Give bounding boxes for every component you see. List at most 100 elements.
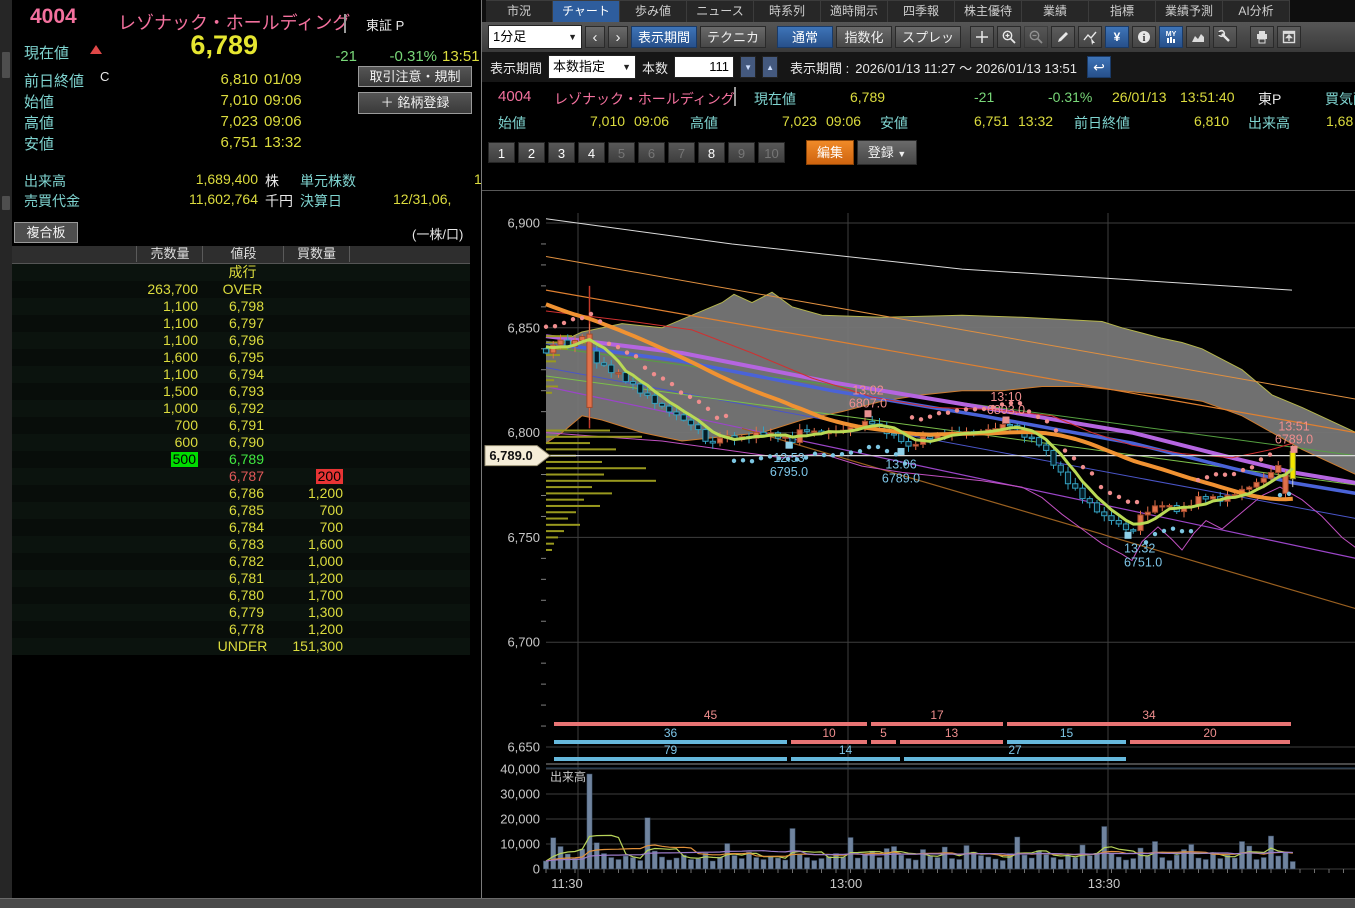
- display-period-button[interactable]: 表示期間: [631, 26, 697, 48]
- sell-qty-cell: 500: [72, 451, 198, 468]
- svg-text:6789.0: 6789.0: [1275, 432, 1313, 446]
- board-row[interactable]: 1,0006,792: [12, 400, 470, 417]
- tab-AI分析[interactable]: AI分析: [1223, 0, 1290, 22]
- period-mode-select[interactable]: 本数指定▼: [548, 55, 636, 79]
- sell-qty-cell: 600: [72, 434, 198, 451]
- tab-市況[interactable]: 市況: [486, 0, 553, 22]
- chart-page-10: 10: [758, 142, 785, 163]
- svg-text:6,900: 6,900: [507, 216, 540, 231]
- chart-page-2[interactable]: 2: [518, 142, 545, 163]
- my-chart-icon-button[interactable]: MY: [1159, 26, 1183, 48]
- area-chart-icon-button[interactable]: [1186, 26, 1210, 48]
- high-price: 7,023: [152, 113, 258, 130]
- open-time: 09:06: [264, 92, 302, 109]
- tab-適時開示[interactable]: 適時開示: [821, 0, 888, 22]
- board-row[interactable]: 6,7781,200: [12, 621, 470, 638]
- board-row[interactable]: 1,6006,795: [12, 349, 470, 366]
- bar-count-input[interactable]: 111: [674, 56, 734, 78]
- sell-qty-cell: 1,100: [72, 315, 198, 332]
- price-cell: 6,780: [202, 587, 264, 604]
- svg-text:6789.0: 6789.0: [882, 471, 920, 485]
- chart-page-8[interactable]: 8: [698, 142, 725, 163]
- board-row[interactable]: 6,7811,200: [12, 570, 470, 587]
- quote-low-time: 13:32: [1018, 113, 1053, 129]
- board-row[interactable]: 6,785700: [12, 502, 470, 519]
- indexed-button[interactable]: 指数化: [836, 26, 892, 48]
- sell-qty-cell: 1,000: [72, 400, 198, 417]
- sell-qty-cell: 1,100: [72, 332, 198, 349]
- board-row[interactable]: 6,7821,000: [12, 553, 470, 570]
- spread-button[interactable]: スプレッド: [895, 26, 961, 48]
- tab-チャート[interactable]: チャート: [553, 0, 620, 22]
- info-icon-button[interactable]: i: [1132, 26, 1156, 48]
- tab-株主優待[interactable]: 株主優待: [955, 0, 1022, 22]
- yen-icon-button[interactable]: ¥: [1105, 26, 1129, 48]
- undo-button[interactable]: ↩: [1087, 56, 1111, 78]
- crosshair-icon-button[interactable]: [970, 26, 994, 48]
- printer-icon-button[interactable]: [1250, 26, 1274, 48]
- board-row[interactable]: 6,7801,700: [12, 587, 470, 604]
- zoom-in-icon-button[interactable]: [997, 26, 1021, 48]
- board-row[interactable]: UNDER151,300: [12, 638, 470, 655]
- count-decrement-button[interactable]: ▼: [740, 56, 756, 78]
- splitter-handle[interactable]: [2, 52, 10, 78]
- tab-時系列[interactable]: 時系列: [754, 0, 821, 22]
- sell-qty-cell: 1,100: [72, 298, 198, 315]
- board-row[interactable]: 263,700OVER: [12, 281, 470, 298]
- chart-page-1[interactable]: 1: [488, 142, 515, 163]
- tab-業績[interactable]: 業績: [1022, 0, 1089, 22]
- board-row[interactable]: 1,1006,797: [12, 315, 470, 332]
- board-row[interactable]: 7006,791: [12, 417, 470, 434]
- quote-market: 東P: [1258, 89, 1281, 109]
- popout-icon-button[interactable]: [1277, 26, 1301, 48]
- quote-vol: 1,68: [1326, 113, 1353, 129]
- chart-page-3[interactable]: 3: [548, 142, 575, 163]
- trendline-cursor-icon-button[interactable]: [1078, 26, 1102, 48]
- wrench-icon: [1217, 29, 1233, 45]
- board-row[interactable]: 1,1006,796: [12, 332, 470, 349]
- chart-canvas[interactable]: 45173436105131520791427出来高13:026807.013:…: [482, 191, 1355, 898]
- normal-button[interactable]: 通常: [777, 26, 833, 48]
- board-row[interactable]: 6,7861,200: [12, 485, 470, 502]
- register-dropdown-button[interactable]: 登録 ▼: [857, 140, 917, 165]
- tab-指標[interactable]: 指標: [1089, 0, 1156, 22]
- board-row[interactable]: 6,784700: [12, 519, 470, 536]
- chart-page-4[interactable]: 4: [578, 142, 605, 163]
- trade-caution-button[interactable]: 取引注意・規制: [358, 66, 472, 87]
- next-button[interactable]: ›: [608, 26, 628, 48]
- zoom-out-icon-button: [1024, 26, 1048, 48]
- interval-select[interactable]: 1分足▼: [488, 25, 582, 49]
- chevron-down-icon: ▼: [568, 26, 577, 48]
- technical-button[interactable]: テクニカル: [700, 26, 766, 48]
- prev-button[interactable]: ‹: [585, 26, 605, 48]
- board-row[interactable]: 5006,789: [12, 451, 470, 468]
- board-row[interactable]: 1,1006,794: [12, 366, 470, 383]
- board-row[interactable]: 6,7831,600: [12, 536, 470, 553]
- board-row[interactable]: 6,7791,300: [12, 604, 470, 621]
- list-icon[interactable]: [734, 87, 736, 106]
- tab-ニュース[interactable]: ニュース: [687, 0, 754, 22]
- splitter-handle-2[interactable]: [2, 196, 10, 210]
- quote-prev-label: 前日終値: [1074, 113, 1130, 133]
- svg-text:36: 36: [664, 726, 678, 740]
- tab-歩み値[interactable]: 歩み値: [620, 0, 687, 22]
- board-row[interactable]: 6006,790: [12, 434, 470, 451]
- tab-四季報[interactable]: 四季報: [888, 0, 955, 22]
- pencil-icon-button[interactable]: [1051, 26, 1075, 48]
- board-row[interactable]: 成行: [12, 264, 470, 281]
- price-chart[interactable]: 45173436105131520791427出来高13:026807.013:…: [482, 190, 1355, 898]
- count-increment-button[interactable]: ▲: [762, 56, 778, 78]
- board-row[interactable]: 1,5006,793: [12, 383, 470, 400]
- buy-qty-cell: 700: [283, 502, 343, 519]
- board-row[interactable]: 1,1006,798: [12, 298, 470, 315]
- price-cell: 6,795: [202, 349, 264, 366]
- add-symbol-button[interactable]: ＋ 銘柄登録: [358, 92, 472, 114]
- svg-text:6,800: 6,800: [507, 425, 540, 440]
- board-row[interactable]: 6,787200: [12, 468, 470, 485]
- edit-button[interactable]: 編集: [806, 140, 854, 165]
- tab-業績予測[interactable]: 業績予測: [1156, 0, 1223, 22]
- wrench-icon-button[interactable]: [1213, 26, 1237, 48]
- svg-text:13:51: 13:51: [1278, 419, 1309, 433]
- composite-board-button[interactable]: 複合板: [14, 222, 78, 243]
- list-icon[interactable]: [344, 14, 346, 33]
